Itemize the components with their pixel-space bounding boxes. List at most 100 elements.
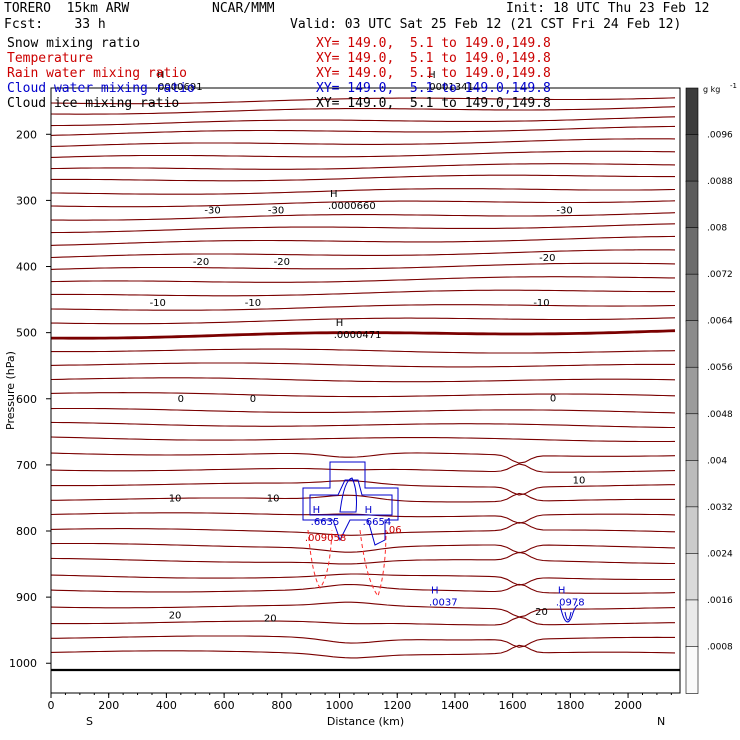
maximum-marker: H [336,318,344,329]
isotherm-line [50,106,676,115]
maximum-marker: H [428,70,436,81]
isotherm-line [50,235,676,246]
isotherm-line [50,551,675,565]
y-tick-label: 200 [16,128,37,141]
colorbar-unit: g kg [703,85,720,94]
isotherm-line [50,304,676,311]
field-range-temperature: XY= 149.0, 5.1 to 149.0,149.8 [316,51,551,66]
y-tick-label: 900 [16,591,37,604]
rain-water-contour [359,529,387,598]
isotherm-label: -30 [556,206,572,217]
isotherm-line [50,644,676,659]
y-tick-label: 1000 [9,657,37,670]
isotherm-line [50,116,676,127]
colorbar-label: .0072 [707,270,733,280]
maximum-value: .009058 [305,533,346,544]
isotherm-line [50,436,676,443]
y-tick-label: 800 [16,525,37,538]
y-tick-label: 600 [16,393,37,406]
cloud-water-contour [564,611,572,621]
maximum-marker: H [157,70,165,81]
colorbar-label: .004 [707,456,727,466]
isotherm-line [50,262,676,270]
isotherm-line [50,163,676,170]
isotherm-label: 20 [535,607,548,618]
colorbar-cell [685,366,699,415]
maximum-value: .0037 [429,598,458,609]
colorbar-label: .0096 [707,131,733,141]
colorbar-cell [685,553,699,601]
isotherm-label: -10 [245,298,261,309]
isotherm-label: -20 [539,253,555,264]
field-range-rain: XY= 149.0, 5.1 to 149.0,149.8 [316,66,551,81]
maximum-value: .0000660 [328,201,376,212]
colorbar-cell [685,227,699,275]
colorbar-cell [685,134,699,182]
field-name-temperature: Temperature [7,51,94,66]
isotherm-line [50,276,675,283]
maximum-value: .06 [386,525,402,536]
x-tick-label: 400 [156,699,177,712]
isotherm-line [51,212,676,221]
isotherm-line [50,223,676,234]
isotherm-line [51,480,675,496]
field-name-cloud-ice: Cloud ice mixing ratio [7,96,180,111]
isotherm-line [51,317,676,325]
cloud-water-contour [309,479,393,516]
isotherm-line [50,150,676,158]
maximum-value: .0000471 [334,330,382,341]
colorbar-label: .0024 [707,549,733,559]
y-axis-title: Pressure (hPa) [4,351,17,430]
model-title: TORERO 15km ARW [4,1,130,16]
isotherm-label: -30 [204,206,220,217]
isotherm-line [51,492,675,503]
isotherm-label: 0 [550,393,556,404]
x-tick-label: 1600 [499,699,527,712]
x-tick-label: 1400 [441,699,469,712]
colorbar-label: .0056 [707,363,733,373]
isotherm-line [50,362,675,368]
maximum-marker: H [330,189,338,200]
isotherm-line [50,583,676,594]
isotherm-line [50,573,676,586]
isotherm-label: -20 [274,257,290,268]
isotherm-line [51,616,675,626]
maximum-marker: H [365,505,373,516]
x-tick-label: 1000 [326,699,354,712]
colorbar-label: .0008 [707,642,733,652]
isotherm-line [51,289,675,297]
isotherm-label: 10 [573,475,586,486]
x-tick-label: 2000 [614,699,642,712]
field-name-rain: Rain water mixing ratio [7,66,188,81]
isotherm-line [50,249,676,259]
maximum-value: .6654 [363,517,392,528]
x-tick-label: 0 [48,699,55,712]
field-name-cloud-water: Cloud water mixing ratio [7,81,195,96]
isotherm-label: 0 [250,394,256,405]
isotherm-line [50,200,676,208]
isotherm-label: 0 [178,394,184,405]
x-tick-label: 200 [98,699,119,712]
isotherm-line [50,407,676,414]
colorbar-cell [685,320,699,369]
y-tick-label: 500 [16,327,37,340]
colorbar-unit-exponent: -1 [730,82,737,90]
isotherm-label: -10 [150,298,166,309]
valid-time: Valid: 03 UTC Sat 25 Feb 12 (21 CST Fri … [290,17,682,32]
colorbar-label: .0048 [707,410,733,420]
cloud-water-contour [559,604,579,623]
isotherm-line [50,521,676,536]
isotherm-line [50,601,676,618]
cloud-water-contour [302,461,399,546]
isotherm-label: -20 [193,257,209,268]
colorbar-cell [685,506,699,555]
x-axis-title: Distance (km) [327,715,404,728]
colorbar-label: .008 [707,224,727,234]
center-title: NCAR/MMM [212,1,275,16]
colorbar-cell [685,413,699,462]
colorbar-cell [685,646,699,694]
colorbar-label: .0032 [707,503,733,513]
north-label: N [657,715,665,728]
isotherm-line [51,329,676,340]
